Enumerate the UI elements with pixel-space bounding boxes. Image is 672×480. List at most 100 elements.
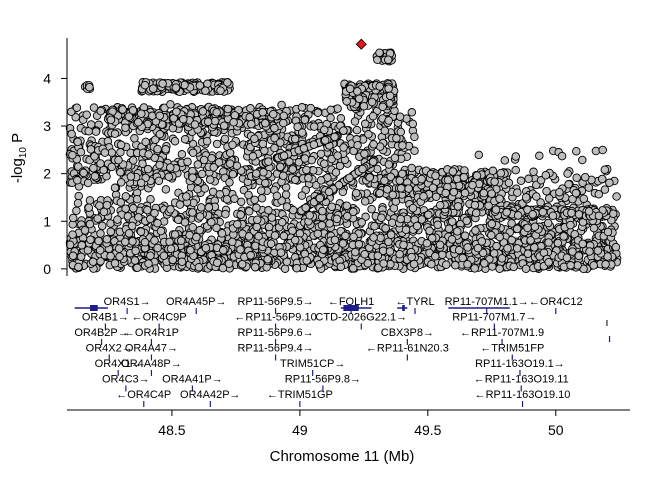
snp-point — [530, 243, 539, 252]
snp-point — [331, 168, 341, 177]
snp-point — [495, 194, 504, 203]
snp-point — [431, 192, 441, 202]
snp-point — [384, 84, 393, 93]
snp-point — [102, 235, 112, 244]
snp-point — [386, 230, 396, 239]
snp-point — [183, 157, 192, 167]
snp-point — [133, 263, 142, 273]
gene-label: OR4B2P→ — [74, 327, 128, 339]
gene-label: RP11-56P9.4→ — [237, 343, 313, 355]
snp-point — [244, 232, 254, 241]
snp-point — [611, 242, 621, 252]
snp-point — [244, 190, 253, 200]
snp-point — [127, 221, 137, 231]
snp-point — [96, 106, 106, 116]
y-tick-label: 2 — [43, 166, 51, 182]
snp-point — [350, 117, 360, 126]
snp-point — [229, 118, 238, 127]
snp-point — [170, 136, 180, 146]
snp-point — [441, 188, 450, 198]
snp-point — [195, 81, 205, 90]
snp-point — [288, 165, 297, 174]
snp-point — [236, 210, 245, 219]
x-tick-label: 49.5 — [414, 422, 441, 438]
snp-point — [222, 194, 232, 204]
snp-point — [102, 200, 112, 210]
snp-point — [76, 252, 86, 262]
snp-point — [348, 263, 358, 273]
snp-point — [90, 172, 100, 181]
snp-point — [73, 176, 82, 185]
snp-point — [224, 259, 234, 268]
snp-point — [370, 221, 379, 231]
snp-point — [215, 190, 225, 199]
snp-point — [601, 260, 610, 269]
snp-point — [282, 202, 292, 211]
snp-point — [568, 247, 577, 256]
snp-point — [150, 208, 159, 218]
snp-point — [365, 173, 374, 182]
snp-point — [212, 139, 222, 149]
snp-point — [325, 219, 334, 228]
snp-point — [330, 132, 339, 142]
snp-point — [204, 203, 214, 212]
snp-point — [175, 200, 185, 209]
snp-point — [567, 208, 576, 218]
snp-point — [115, 252, 124, 261]
snp-point — [107, 162, 116, 172]
snp-point — [118, 105, 127, 114]
snp-point — [327, 202, 337, 211]
snp-point — [384, 160, 394, 169]
snp-point — [165, 237, 174, 247]
snp-point — [195, 225, 204, 235]
snp-point — [491, 205, 501, 214]
snp-point — [68, 230, 77, 239]
snp-point — [85, 196, 95, 205]
snp-point — [89, 163, 98, 173]
snp-point — [131, 246, 140, 256]
gene-label: ←RP11-163O19.10 — [475, 389, 571, 401]
snp-point — [349, 207, 358, 216]
snp-point — [96, 159, 105, 168]
snp-point — [126, 172, 136, 181]
snp-point — [385, 91, 395, 101]
snp-point — [190, 120, 200, 129]
snp-point — [91, 127, 101, 136]
snp-point — [316, 176, 326, 185]
snp-point — [543, 218, 553, 228]
snp-point — [373, 251, 383, 261]
snp-point — [116, 140, 126, 150]
snp-point — [532, 192, 541, 201]
snp-point — [447, 235, 457, 244]
snp-point — [503, 244, 512, 253]
snp-point — [564, 180, 573, 189]
snp-point — [368, 111, 378, 121]
snp-point — [301, 203, 310, 213]
snp-point — [349, 232, 358, 242]
snp-point — [82, 110, 91, 119]
snp-point — [571, 188, 581, 198]
gene-label: OR4B1→ — [82, 312, 129, 324]
snp-point — [230, 194, 239, 203]
snp-point — [524, 174, 533, 184]
snp-point — [270, 123, 279, 133]
snp-point — [333, 151, 342, 160]
snp-point — [202, 136, 212, 146]
snp-point — [542, 186, 551, 196]
snp-point — [236, 245, 245, 254]
snp-point — [487, 230, 496, 240]
snp-point — [76, 147, 86, 157]
snp-point — [246, 104, 255, 113]
snp-point — [375, 48, 384, 57]
lead-snp-marker — [355, 38, 367, 50]
snp-point — [535, 151, 544, 161]
snp-point — [132, 194, 142, 204]
snp-point — [159, 251, 169, 260]
snp-point — [578, 239, 587, 249]
snp-point — [93, 214, 102, 223]
snp-point — [521, 193, 531, 202]
snp-point — [276, 138, 285, 147]
snp-point — [300, 154, 310, 163]
snp-point — [253, 215, 262, 224]
